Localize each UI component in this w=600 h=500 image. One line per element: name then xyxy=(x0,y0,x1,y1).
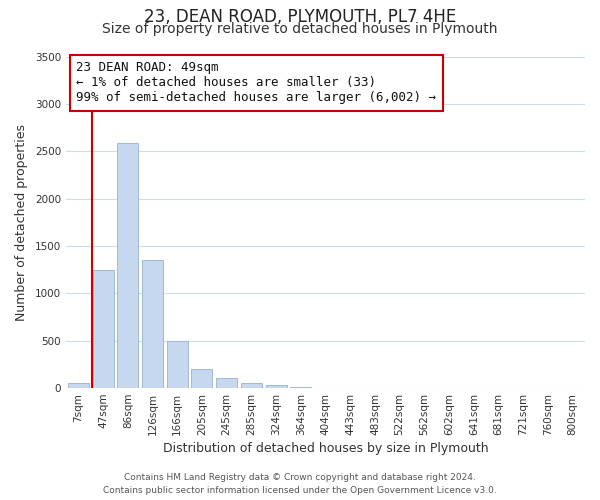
X-axis label: Distribution of detached houses by size in Plymouth: Distribution of detached houses by size … xyxy=(163,442,488,455)
Bar xyxy=(92,270,113,388)
Text: 23 DEAN ROAD: 49sqm
← 1% of detached houses are smaller (33)
99% of semi-detache: 23 DEAN ROAD: 49sqm ← 1% of detached hou… xyxy=(76,62,436,104)
Y-axis label: Number of detached properties: Number of detached properties xyxy=(15,124,28,321)
Bar xyxy=(266,385,287,388)
Bar xyxy=(216,378,237,388)
Bar xyxy=(118,142,139,388)
Text: 23, DEAN ROAD, PLYMOUTH, PL7 4HE: 23, DEAN ROAD, PLYMOUTH, PL7 4HE xyxy=(144,8,456,26)
Bar xyxy=(68,384,89,388)
Bar xyxy=(290,387,311,388)
Bar xyxy=(241,384,262,388)
Bar xyxy=(191,369,212,388)
Text: Size of property relative to detached houses in Plymouth: Size of property relative to detached ho… xyxy=(102,22,498,36)
Bar xyxy=(167,340,188,388)
Text: Contains HM Land Registry data © Crown copyright and database right 2024.
Contai: Contains HM Land Registry data © Crown c… xyxy=(103,473,497,495)
Bar xyxy=(142,260,163,388)
